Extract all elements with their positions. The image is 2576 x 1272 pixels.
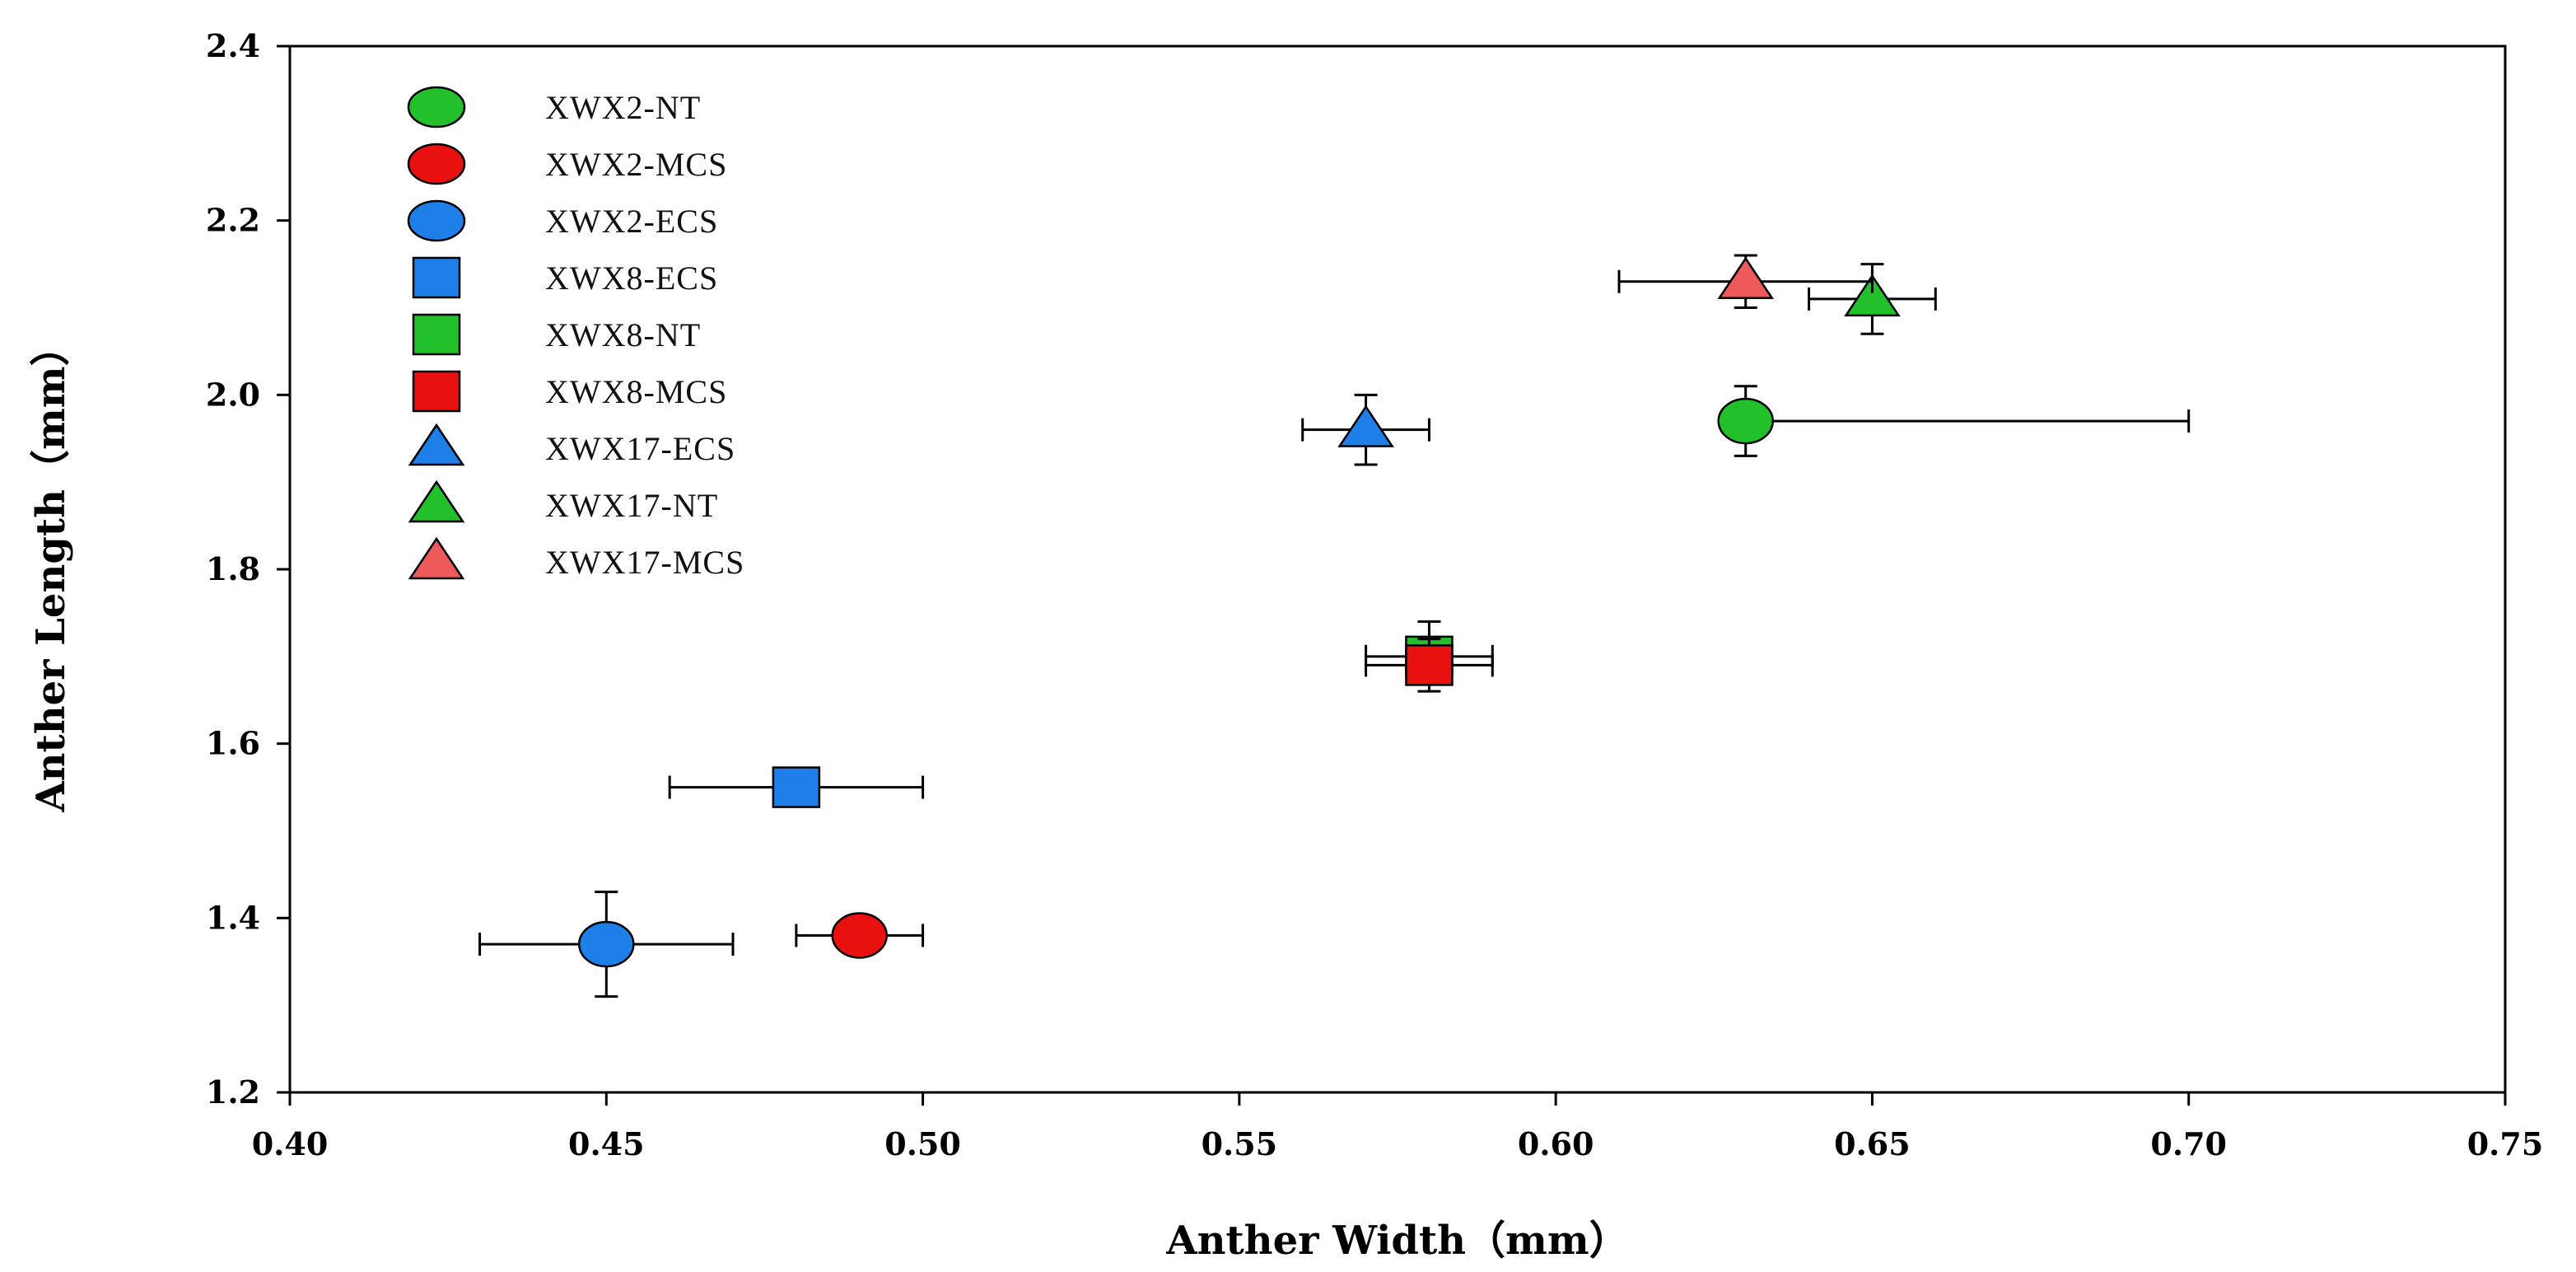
data-point [1405,644,1454,686]
y-tick-label: 2.0 [206,376,260,413]
legend-item: XWX17-MCS [408,536,744,581]
data-point [1717,256,1775,299]
x-tick-label: 0.70 [2150,1125,2227,1162]
legend: XWX2-NT XWX2-MCS XWX2-ECS XWX8-ECS XWX8-NT XW… [407,86,744,581]
series-xwx8-mcs [1365,638,1494,693]
data-point [1844,274,1901,317]
x-tick-label: 0.45 [568,1125,645,1162]
x-axis-title: Anther Width（mm） [1165,1218,1628,1264]
legend-label: XWX2-ECS [545,203,718,240]
x-tick-label: 0.60 [1518,1125,1594,1162]
data-point [831,912,888,959]
legend-label: XWX2-MCS [545,146,727,183]
legend-item: XWX2-NT [407,86,701,129]
y-tick-label: 1.4 [206,899,260,936]
series-xwx17-ecs [1301,393,1430,466]
x-tick-label: 0.65 [1834,1125,1911,1162]
legend-marker [407,86,466,129]
legend-item: XWX17-ECS [408,423,735,467]
series-xwx2-mcs [795,912,925,959]
x-axis: 0.40 0.45 0.50 0.55 0.60 0.65 0.70 0.75 [252,1092,2544,1162]
y-tick-label: 1.6 [206,725,260,762]
data-point [1717,397,1774,445]
legend-label: XWX17-MCS [545,544,744,581]
y-tick-label: 1.8 [206,550,260,587]
series-xwx2-ecs [478,891,735,998]
legend-item: XWX2-ECS [407,199,718,242]
x-tick-label: 0.55 [1202,1125,1278,1162]
data-points [478,254,2191,998]
legend-marker [408,479,465,523]
data-point [1337,405,1394,447]
y-axis-title: Anther Length（mm） [28,326,74,812]
series-xwx17-mcs [1617,254,1874,309]
legend-label: XWX17-ECS [545,430,735,467]
series-xwx8-ecs [668,766,925,808]
legend-item: XWX8-MCS [412,370,727,413]
legend-marker [412,370,461,413]
x-tick-label: 0.75 [2467,1125,2544,1162]
legend-label: XWX8-ECS [545,260,718,297]
legend-item: XWX2-MCS [407,143,727,185]
legend-item: XWX8-ECS [412,256,718,299]
legend-label: XWX17-NT [545,487,718,524]
y-tick-label: 2.4 [206,27,260,64]
legend-item: XWX17-NT [408,479,718,524]
legend-marker [407,143,466,185]
data-point [578,920,635,968]
y-tick-label: 1.2 [206,1073,260,1111]
y-axis: 1.2 1.4 1.6 1.8 2.0 2.2 2.4 [206,27,290,1111]
y-tick-label: 2.2 [206,202,260,239]
legend-marker [408,423,465,466]
legend-marker [412,313,461,356]
legend-label: XWX2-NT [545,89,701,126]
x-tick-label: 0.40 [252,1125,329,1162]
legend-marker [408,536,465,580]
legend-marker [407,199,466,242]
data-point [772,766,821,808]
legend-marker [412,256,461,299]
x-tick-label: 0.50 [884,1125,961,1162]
legend-label: XWX8-MCS [545,373,727,410]
series-xwx2-nt [1717,385,2191,457]
legend-label: XWX8-NT [545,316,701,353]
legend-item: XWX8-NT [412,313,701,356]
